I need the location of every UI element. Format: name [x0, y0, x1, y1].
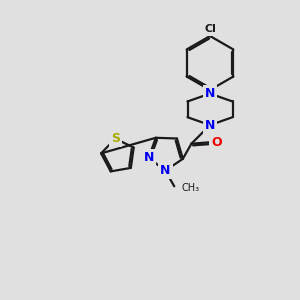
Text: N: N	[143, 151, 154, 164]
Text: CH₃: CH₃	[182, 183, 200, 193]
Text: N: N	[205, 87, 215, 100]
Text: N: N	[160, 164, 170, 177]
Text: S: S	[111, 132, 120, 145]
Text: N: N	[205, 118, 215, 132]
Text: Cl: Cl	[204, 23, 216, 34]
Text: O: O	[211, 136, 222, 149]
